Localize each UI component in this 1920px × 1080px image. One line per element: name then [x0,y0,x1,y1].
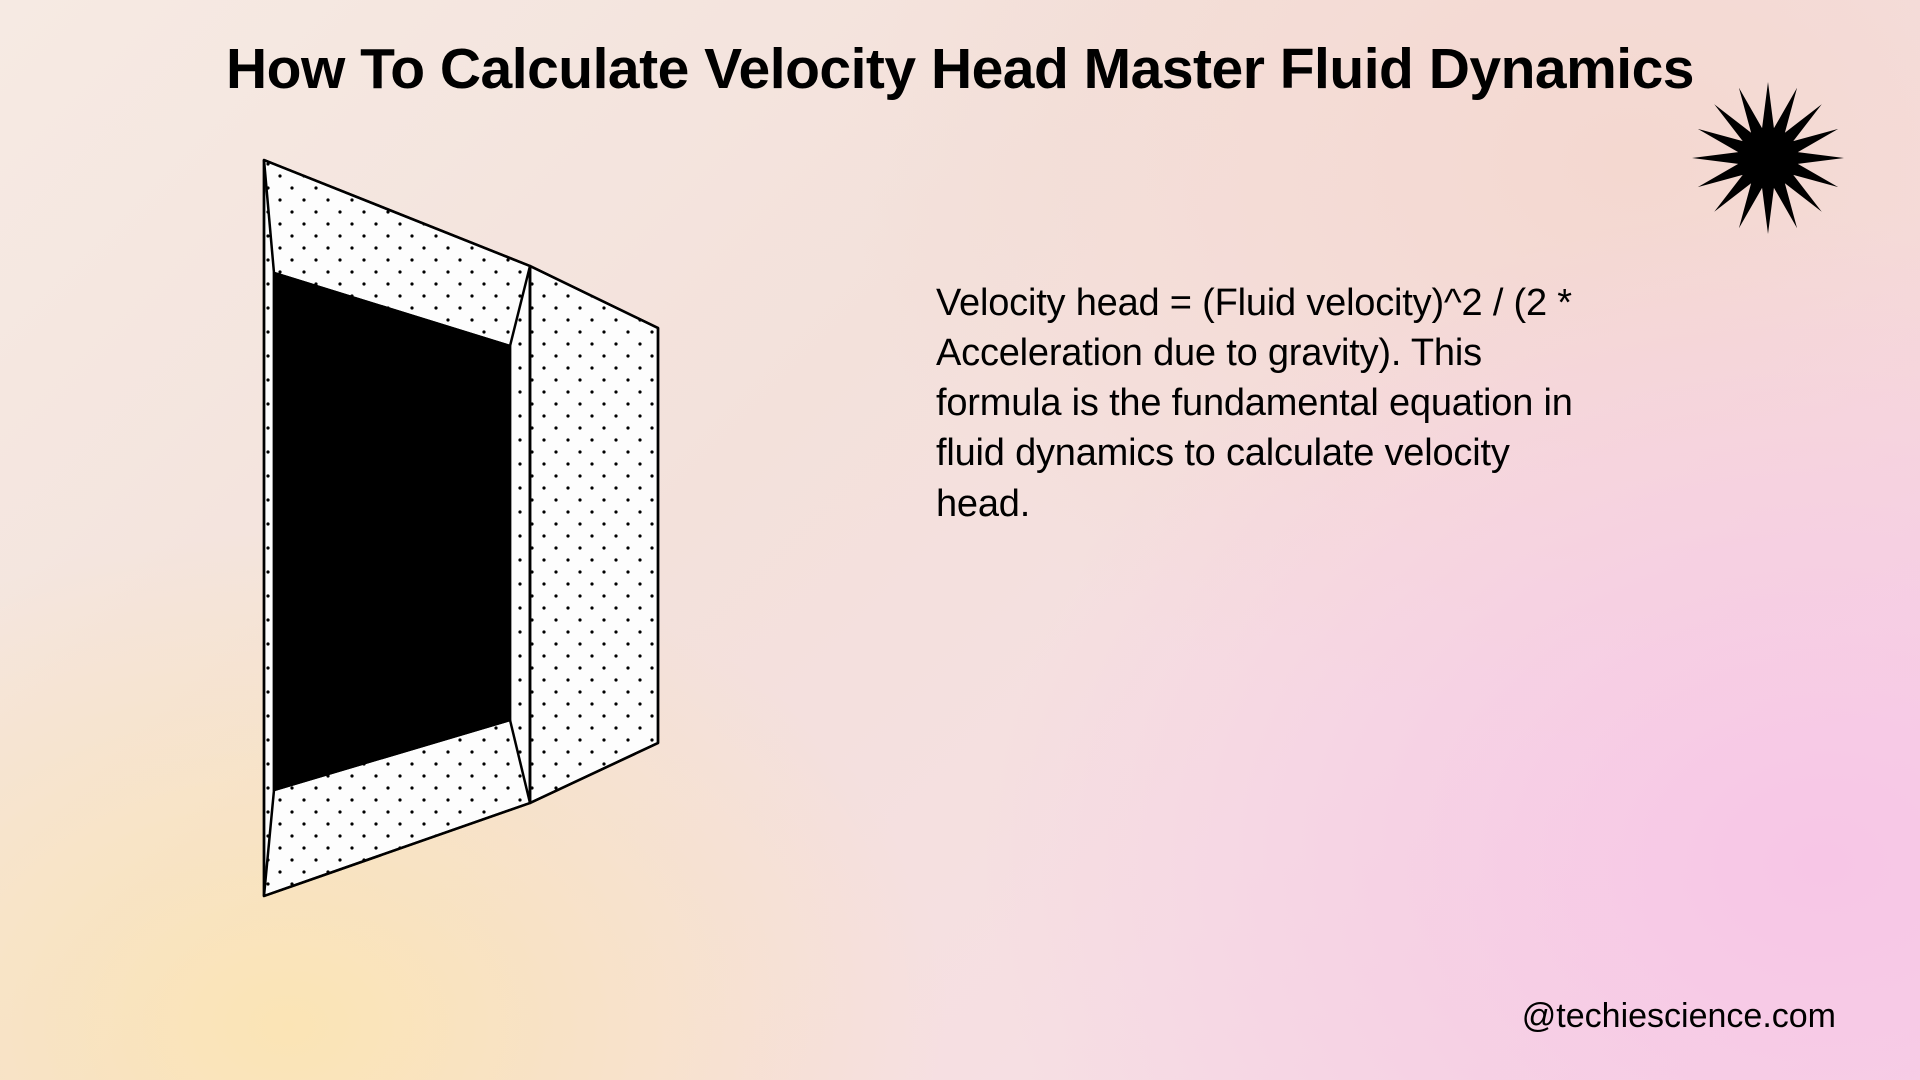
starburst-icon [1688,78,1848,238]
slide-canvas: How To Calculate Velocity Head Master Fl… [0,0,1920,1080]
page-title: How To Calculate Velocity Head Master Fl… [0,36,1920,102]
attribution: @techiescience.com [1522,997,1836,1036]
body-text: Velocity head = (Fluid velocity)^2 / (2 … [936,278,1596,529]
frame-illustration [262,158,662,898]
